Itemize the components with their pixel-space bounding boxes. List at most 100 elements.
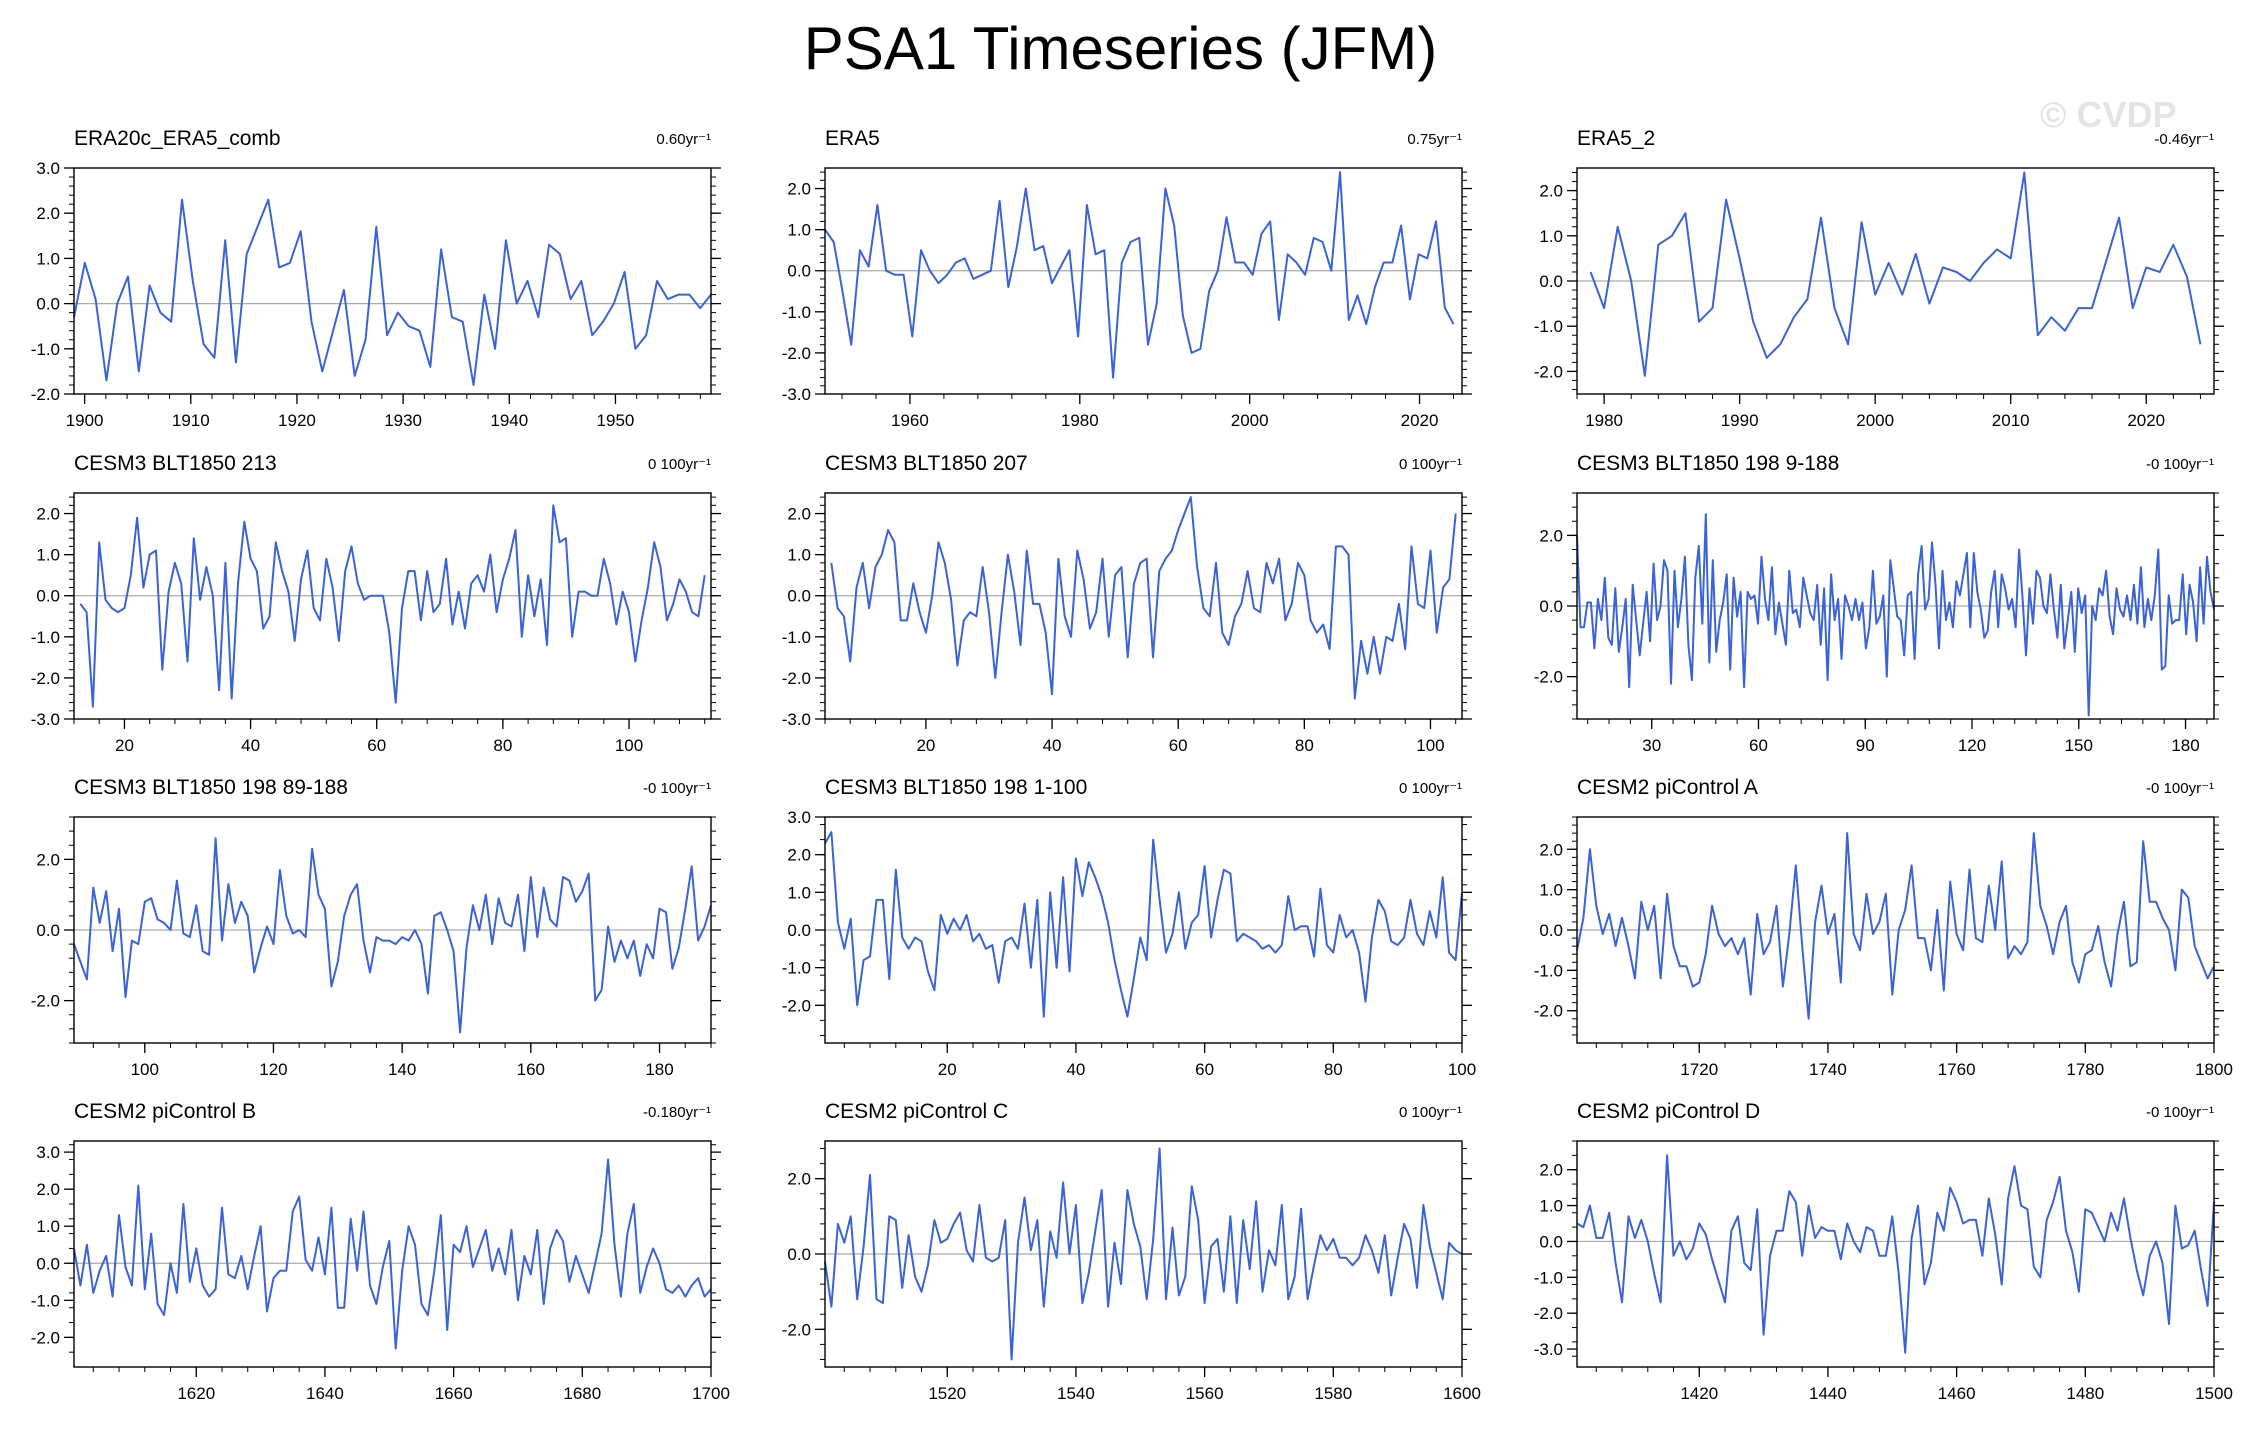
panel-7: -2.0 0.0 2.0 100 120 140 160 180 CESM3 BLT1850 1… [31, 776, 721, 1079]
panel-title: CESM2 piControl A [1577, 776, 1758, 799]
y-tick-label: 2.0 [787, 846, 811, 865]
panel-6: -2.0 0.0 2.0 30 60 90 120 150 180 CESM3 BLT1850 1… [1534, 452, 2224, 755]
panel-1: -2.0 -1.0 0.0 1.0 2.0 3.0 1900 1910 1920 1930 1940… [31, 127, 721, 430]
y-tick-label: 2.0 [36, 505, 60, 524]
y-tick-label: 1.0 [787, 221, 811, 240]
y-tick-label: -2.0 [31, 1328, 60, 1347]
y-tick-label: -1.0 [31, 340, 60, 359]
y-tick-label: -2.0 [782, 1320, 811, 1339]
y-tick-label: -2.0 [1534, 362, 1563, 381]
panel-trend: 0 100yr⁻¹ [1399, 1104, 1462, 1121]
panel-title: CESM3 BLT1850 198 89-188 [74, 776, 348, 799]
y-tick-label: 0.0 [1539, 272, 1563, 291]
series-line [824, 1147, 1463, 1361]
x-tick-label: 90 [1856, 736, 1875, 755]
x-tick-label: 1990 [1721, 411, 1759, 430]
x-tick-label: 20 [115, 736, 134, 755]
y-tick-label: -1.0 [782, 959, 811, 978]
x-tick-label: 180 [2171, 736, 2199, 755]
y-tick-label: -3.0 [782, 385, 811, 404]
x-tick-label: 2000 [1231, 411, 1269, 430]
watermark: © CVDP [2040, 94, 2177, 135]
x-tick-label: 80 [1295, 736, 1314, 755]
plot-frame [824, 492, 1463, 720]
x-tick-label: 1680 [563, 1384, 601, 1403]
panel-trend: -0 100yr⁻¹ [2146, 1104, 2214, 1121]
y-tick-label: 2.0 [1539, 526, 1563, 545]
x-tick-label: 60 [1749, 736, 1768, 755]
plot-frame [73, 1140, 712, 1368]
y-tick-label: -3.0 [31, 710, 60, 729]
panel-title: ERA20c_ERA5_comb [74, 127, 281, 150]
panel-title: CESM3 BLT1850 198 9-188 [1577, 452, 1839, 475]
y-tick-label: 0.0 [787, 1245, 811, 1264]
x-tick-label: 1440 [1809, 1384, 1847, 1403]
x-tick-label: 80 [493, 736, 512, 755]
y-tick-label: -2.0 [782, 669, 811, 688]
x-tick-label: 40 [241, 736, 260, 755]
x-tick-label: 1930 [384, 411, 422, 430]
x-tick-label: 20 [938, 1060, 957, 1079]
x-tick-label: 1420 [1680, 1384, 1718, 1403]
panel-title: ERA5_2 [1577, 127, 1655, 150]
x-tick-label: 1700 [692, 1384, 730, 1403]
series-line [1576, 1154, 2215, 1354]
x-tick-label: 40 [1066, 1060, 1085, 1079]
series-line [1576, 832, 2215, 1020]
x-tick-label: 1960 [891, 411, 929, 430]
series-line [73, 198, 712, 386]
x-tick-label: 1640 [306, 1384, 344, 1403]
x-tick-label: 160 [517, 1060, 545, 1079]
y-tick-label: 0.0 [36, 921, 60, 940]
x-tick-label: 2000 [1856, 411, 1894, 430]
y-tick-label: 1.0 [36, 249, 60, 268]
x-tick-label: 1920 [278, 411, 316, 430]
y-tick-label: 1.0 [1539, 881, 1563, 900]
x-tick-label: 30 [1642, 736, 1661, 755]
y-tick-label: -2.0 [1534, 668, 1563, 687]
y-tick-label: 2.0 [1539, 840, 1563, 859]
y-tick-label: 2.0 [787, 505, 811, 524]
panel-title: CESM2 piControl C [825, 1100, 1008, 1123]
x-tick-label: 1560 [1186, 1384, 1224, 1403]
series-line [79, 504, 706, 708]
y-tick-label: -2.0 [31, 992, 60, 1011]
x-tick-label: 1720 [1680, 1060, 1718, 1079]
y-tick-label: 2.0 [1539, 182, 1563, 201]
series-line [1576, 513, 2215, 717]
y-tick-label: -3.0 [782, 710, 811, 729]
y-tick-label: 1.0 [787, 546, 811, 565]
y-tick-label: -1.0 [782, 303, 811, 322]
panel-4: -3.0 -2.0 -1.0 0.0 1.0 2.0 20 40 60 80 100 CESM3 BL… [31, 452, 721, 755]
y-tick-label: 0.0 [36, 587, 60, 606]
x-tick-label: 1460 [1938, 1384, 1976, 1403]
x-tick-label: 1800 [2195, 1060, 2233, 1079]
x-tick-label: 1780 [2066, 1060, 2104, 1079]
x-tick-label: 2010 [1992, 411, 2030, 430]
y-tick-label: -2.0 [1534, 1304, 1563, 1323]
x-tick-label: 1480 [2066, 1384, 2104, 1403]
x-tick-label: 1910 [172, 411, 210, 430]
y-tick-label: 0.0 [1539, 921, 1563, 940]
y-tick-label: 1.0 [1539, 227, 1563, 246]
series-line [830, 496, 1457, 700]
x-tick-label: 150 [2065, 736, 2093, 755]
x-tick-label: 140 [388, 1060, 416, 1079]
panel-trend: -0 100yr⁻¹ [2146, 780, 2214, 797]
x-tick-label: 20 [916, 736, 935, 755]
y-tick-label: -1.0 [782, 628, 811, 647]
y-tick-label: 3.0 [787, 808, 811, 827]
series-line [73, 1158, 712, 1350]
y-tick-label: 2.0 [787, 180, 811, 199]
panel-9: -2.0 -1.0 0.0 1.0 2.0 1720 1740 1760 1780 1800 CES… [1534, 776, 2233, 1079]
panel-title: CESM2 piControl B [74, 1100, 256, 1123]
x-tick-label: 1620 [177, 1384, 215, 1403]
panel-title: ERA5 [825, 127, 880, 150]
y-tick-label: 0.0 [787, 587, 811, 606]
x-tick-label: 180 [645, 1060, 673, 1079]
x-tick-label: 120 [259, 1060, 287, 1079]
panel-trend: -0 100yr⁻¹ [643, 780, 711, 797]
x-tick-label: 40 [1043, 736, 1062, 755]
y-tick-label: -2.0 [31, 669, 60, 688]
y-tick-label: 2.0 [36, 1180, 60, 1199]
